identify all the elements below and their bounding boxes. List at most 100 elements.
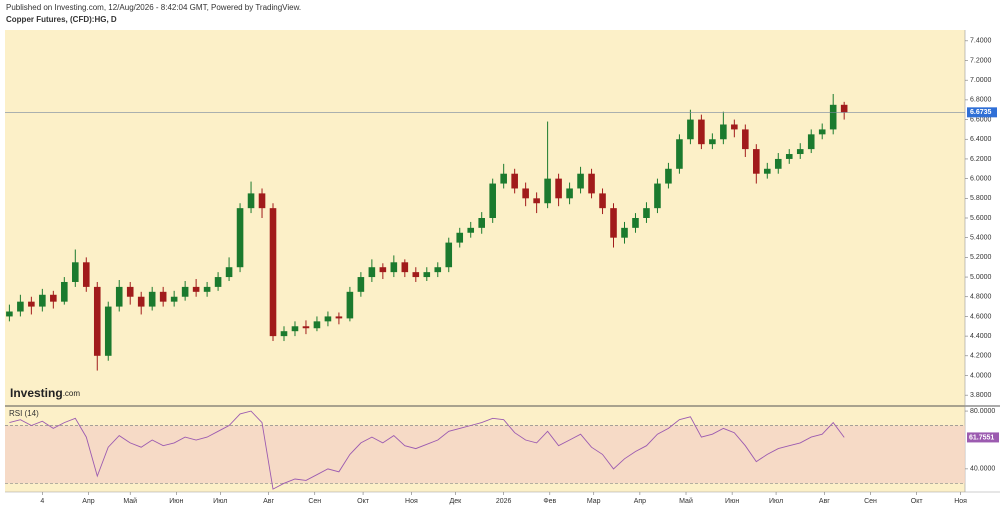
y-tick-label: 80.0000 [970,408,995,415]
candle-body [291,326,299,332]
candle-body [621,227,628,238]
y-tick-label: 7.0000 [970,77,992,84]
candle-body [170,296,178,302]
candle-body [632,218,639,228]
x-tick-label: Июн [725,498,739,505]
x-tick-label: 4 [40,498,44,505]
symbol-title: Copper Futures, (CFD):HG, D [6,15,117,24]
y-tick-label: 4.0000 [970,372,992,379]
candle-body [676,139,683,169]
y-tick-label: 5.2000 [970,254,992,261]
candle-body [687,119,694,140]
candle-body [39,294,46,307]
candle-body [401,262,409,273]
x-tick-label: Сен [864,498,877,505]
candle-body [93,286,101,356]
candle-body [588,173,595,194]
candle-body [742,129,749,150]
candle-body [577,173,584,189]
candle-body [731,124,738,130]
y-tick-label: 7.2000 [970,57,992,64]
candle-body [126,286,134,297]
x-tick-label: Июл [213,498,227,505]
candle-body [313,321,321,329]
candle-body [610,208,617,238]
candle-body [489,183,496,218]
y-tick-label: 5.4000 [970,235,992,242]
candle-body [555,178,562,199]
candle-body [247,193,255,209]
candle-body [357,277,365,292]
candle-body [148,291,156,307]
candle-body [324,316,332,322]
y-tick-label: 5.0000 [970,274,992,281]
candle-body [335,316,343,319]
candle-body [72,262,79,282]
y-tick-label: 4.2000 [970,353,992,360]
x-tick-label: Апр [82,498,94,505]
rsi-last-label: 61.7551 [969,434,994,441]
y-tick-label: 6.4000 [970,136,992,143]
candle-body [346,291,354,319]
candle-body [511,173,518,189]
candle-body [434,267,442,273]
last-price-label: 6.6735 [970,109,992,116]
x-tick-label: Ноя [954,498,967,505]
candle-body [456,232,464,243]
candle-body [698,119,705,145]
candle-body [192,286,200,292]
x-tick-label: Авг [819,498,830,505]
y-tick-label: 4.6000 [970,313,992,320]
y-tick-label: 5.8000 [970,195,992,202]
x-tick-label: Ноя [405,498,418,505]
candle-body [709,139,716,145]
candle-body [17,301,24,312]
candle-body [599,193,606,209]
y-tick-label: 5.6000 [970,215,992,222]
candle-body [774,158,782,169]
candle-body [159,291,167,302]
x-tick-label: Дек [449,498,462,505]
x-tick-label: Окт [357,498,370,505]
x-tick-label: Июн [169,498,183,505]
candle-body [390,262,398,273]
candle-body [423,272,431,278]
y-tick-label: 7.4000 [970,38,992,45]
y-tick-label: 6.8000 [970,97,992,104]
candle-body [720,124,727,140]
candle-body [785,154,793,159]
candle-body [214,277,222,287]
candle-body [104,306,112,356]
candle-body [807,134,815,150]
candle-body [522,188,529,199]
y-tick-label: 3.8000 [970,392,992,399]
y-tick-label: 6.2000 [970,156,992,163]
candle-body [840,104,848,113]
candle-body [236,208,244,268]
candle-body [302,326,310,329]
candle-body [753,149,760,174]
candle-body [500,173,507,184]
candle-body [280,331,288,337]
candle-body [829,104,837,130]
candle-body [566,188,573,199]
candle-body [763,168,771,174]
candle-body [137,296,145,307]
rsi-band [5,425,965,484]
candle-body [445,242,453,268]
x-tick-label: 2026 [496,498,512,505]
published-note: Published on Investing.com, 12/Aug/2026 … [6,3,301,12]
candle-body [467,227,475,233]
y-tick-label: 40.0000 [970,466,995,473]
candle-body [818,129,826,135]
candle-body [82,262,90,287]
candle-body [203,286,211,292]
rsi-last-box [967,432,999,443]
candle-body [412,272,420,278]
logo: Investing.com [10,386,80,400]
candle-body [28,301,35,307]
candle-body [258,193,266,209]
candle-body [379,267,387,273]
candle-body [225,267,233,278]
y-tick-label: 4.8000 [970,294,992,301]
